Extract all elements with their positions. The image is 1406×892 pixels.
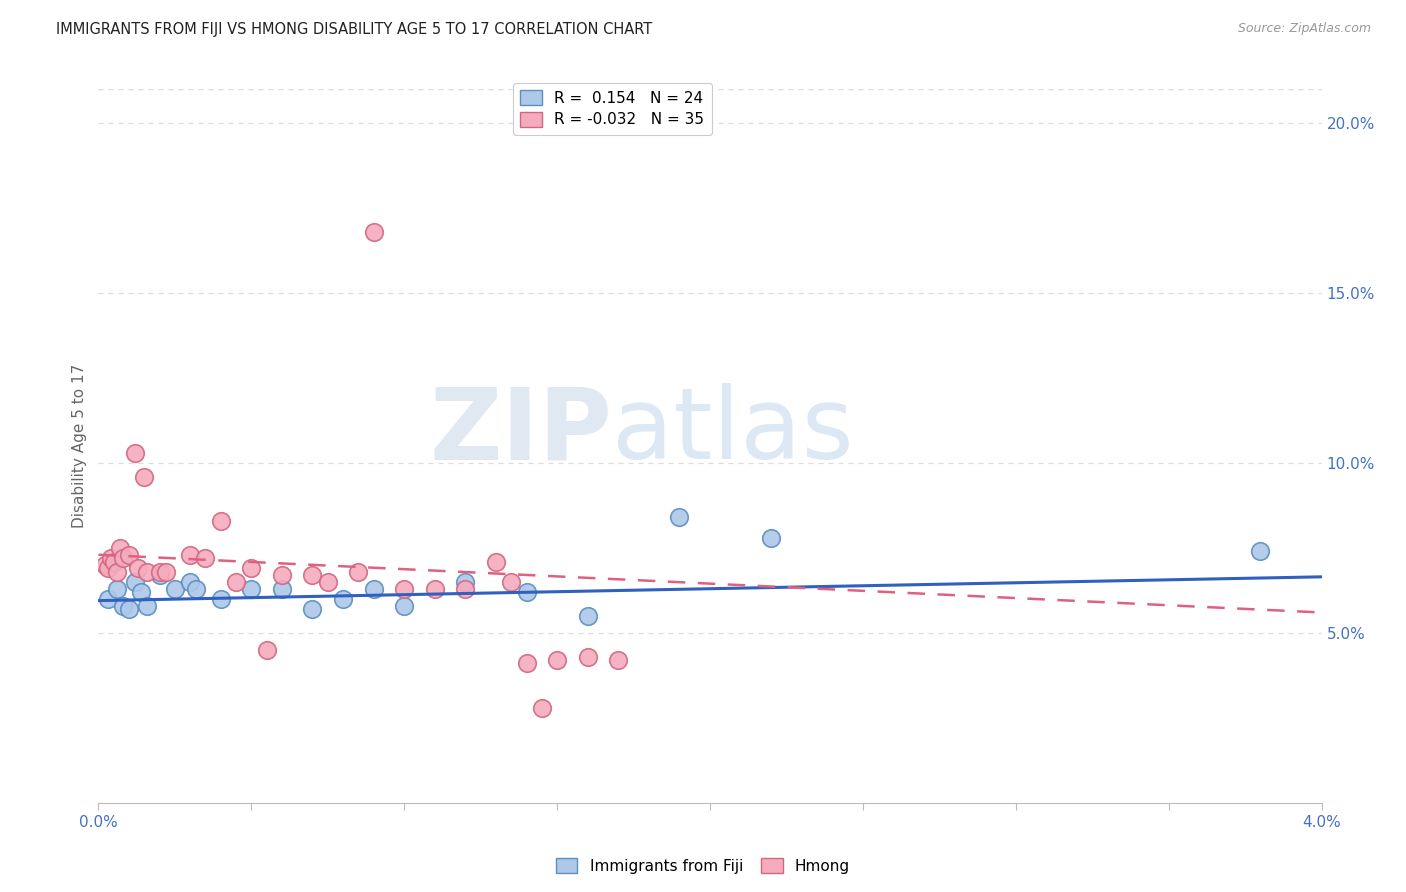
Point <box>118 548 141 562</box>
Point <box>454 582 477 596</box>
Point <box>423 582 446 596</box>
Point <box>485 555 508 569</box>
Point <box>301 602 323 616</box>
Point <box>103 555 125 569</box>
Point <box>105 582 128 596</box>
Point <box>607 653 630 667</box>
Point <box>136 565 159 579</box>
Text: Source: ZipAtlas.com: Source: ZipAtlas.com <box>1237 22 1371 36</box>
Point <box>576 649 599 664</box>
Point <box>759 531 782 545</box>
Point <box>270 568 294 582</box>
Point <box>149 568 172 582</box>
Point <box>392 599 416 613</box>
Point <box>97 561 120 575</box>
Point <box>270 582 294 596</box>
Point <box>97 591 120 606</box>
Point <box>108 541 131 555</box>
Point <box>118 602 141 616</box>
Text: IMMIGRANTS FROM FIJI VS HMONG DISABILITY AGE 5 TO 17 CORRELATION CHART: IMMIGRANTS FROM FIJI VS HMONG DISABILITY… <box>56 22 652 37</box>
Y-axis label: Disability Age 5 to 17: Disability Age 5 to 17 <box>72 364 87 528</box>
Point <box>136 599 159 613</box>
Point <box>179 548 201 562</box>
Point <box>111 551 134 566</box>
Point <box>209 514 232 528</box>
Text: ZIP: ZIP <box>429 384 612 480</box>
Point <box>155 565 177 579</box>
Point <box>392 582 416 596</box>
Point <box>501 574 523 589</box>
Point <box>127 561 149 575</box>
Legend: Immigrants from Fiji, Hmong: Immigrants from Fiji, Hmong <box>550 852 856 880</box>
Point <box>256 643 278 657</box>
Point <box>93 558 115 572</box>
Legend: R =  0.154   N = 24, R = -0.032   N = 35: R = 0.154 N = 24, R = -0.032 N = 35 <box>513 83 711 135</box>
Point <box>194 551 217 566</box>
Point <box>105 565 128 579</box>
Point <box>516 657 538 671</box>
Point <box>100 551 122 566</box>
Point <box>332 591 354 606</box>
Point <box>240 561 263 575</box>
Point <box>363 582 385 596</box>
Point <box>347 565 370 579</box>
Point <box>225 574 247 589</box>
Point <box>163 582 186 596</box>
Point <box>516 585 538 599</box>
Point <box>363 225 385 239</box>
Point <box>111 599 134 613</box>
Point <box>240 582 263 596</box>
Text: atlas: atlas <box>612 384 853 480</box>
Point <box>149 565 172 579</box>
Point <box>129 585 152 599</box>
Point <box>546 653 568 667</box>
Point <box>1249 544 1271 558</box>
Point <box>301 568 323 582</box>
Point <box>124 446 146 460</box>
Point <box>179 574 201 589</box>
Point <box>530 700 553 714</box>
Point <box>209 591 232 606</box>
Point <box>134 469 156 483</box>
Point <box>316 574 339 589</box>
Point <box>124 574 146 589</box>
Point <box>186 582 208 596</box>
Point <box>454 574 477 589</box>
Point <box>576 608 599 623</box>
Point <box>668 510 690 524</box>
